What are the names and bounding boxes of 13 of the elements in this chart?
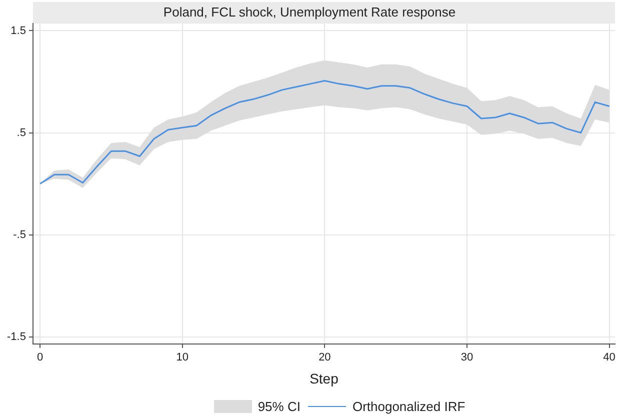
legend-label: Orthogonalized IRF bbox=[352, 398, 466, 414]
y-tick-label: -1.5 bbox=[6, 330, 26, 343]
x-tick-label: 20 bbox=[318, 352, 331, 364]
x-tick-label: 30 bbox=[460, 352, 474, 364]
x-tick-label: 10 bbox=[176, 352, 189, 364]
y-tick-label: .5 bbox=[16, 126, 26, 139]
x-axis-title: Step bbox=[310, 370, 339, 386]
y-tick-label: -.5 bbox=[13, 228, 26, 241]
chart-title: Poland, FCL shock, Unemployment Rate response bbox=[163, 4, 456, 20]
x-tick-label: 40 bbox=[603, 352, 616, 364]
text: 95% CI bbox=[258, 398, 300, 414]
x-tick-label: 0 bbox=[37, 352, 44, 364]
y-tick-label: 1.5 bbox=[10, 24, 26, 37]
